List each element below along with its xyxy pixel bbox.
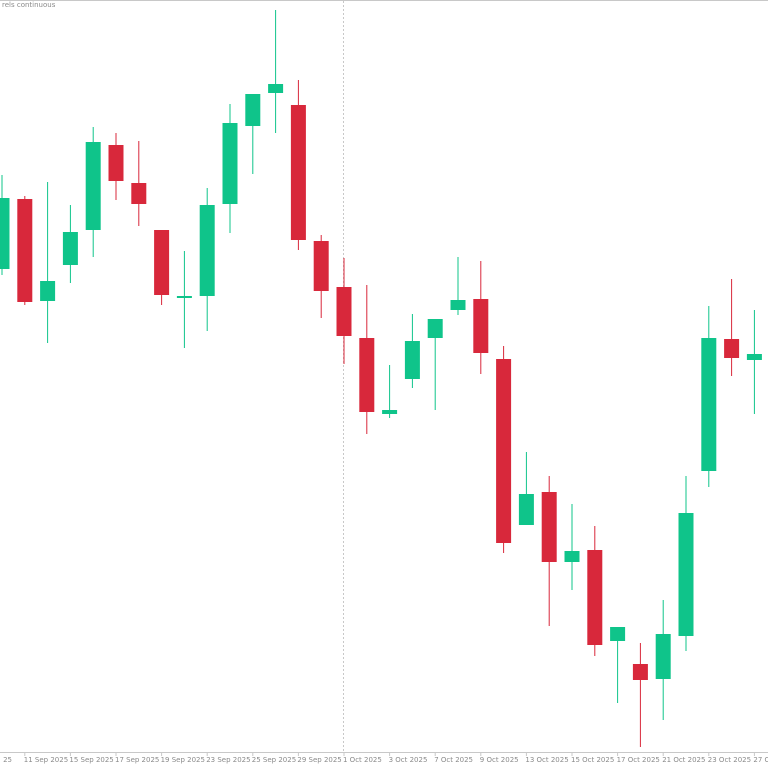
- x-tick-label: 11 Sep 2025: [24, 756, 68, 764]
- x-tick-label: 17 Oct 2025: [617, 756, 660, 764]
- candle-body: [17, 199, 33, 302]
- x-tick-label: 9 Oct 2025: [480, 756, 519, 764]
- candle-body: [610, 627, 626, 641]
- x-tick-label: 19 Sep 2025: [161, 756, 205, 764]
- x-tick-label: 25 Sep 2025: [252, 756, 296, 764]
- candle-body: [131, 183, 147, 204]
- x-tick-label: 13 Oct 2025: [525, 756, 568, 764]
- x-tick-label: 29 Sep 2025: [297, 756, 341, 764]
- candle-body: [564, 551, 580, 562]
- x-tick-label: 25: [3, 756, 12, 764]
- candle-body: [404, 341, 420, 379]
- candle-body: [85, 142, 101, 230]
- candle-body: [724, 339, 740, 358]
- candle-body: [290, 105, 306, 240]
- candle-body: [541, 492, 557, 562]
- candle-body: [40, 281, 56, 301]
- x-tick-label: 7 Oct 2025: [434, 756, 473, 764]
- x-tick-label: 3 Oct 2025: [389, 756, 428, 764]
- candle-body: [382, 410, 398, 414]
- candle-body: [678, 513, 694, 636]
- x-tick-label: 15 Oct 2025: [571, 756, 614, 764]
- x-tick-label: 27 O: [753, 756, 768, 764]
- candle-body: [701, 338, 717, 471]
- candle-body: [108, 145, 124, 181]
- x-tick-label: 17 Sep 2025: [115, 756, 159, 764]
- x-tick-label: 21 Oct 2025: [662, 756, 705, 764]
- candle-body: [154, 230, 170, 295]
- candle-body: [473, 299, 489, 353]
- candle-body: [359, 338, 375, 412]
- candle-body: [268, 84, 284, 93]
- candle-body: [176, 296, 192, 298]
- candle-body: [199, 205, 215, 296]
- candle-body: [746, 354, 762, 360]
- candle-body: [245, 94, 261, 126]
- x-tick-label: 23 Oct 2025: [708, 756, 751, 764]
- candle-body: [427, 319, 443, 338]
- candle-body: [62, 232, 78, 265]
- chart-title: rels continuous: [2, 1, 56, 9]
- candle-body: [222, 123, 238, 204]
- candle-body: [518, 494, 534, 525]
- candle-body: [313, 241, 329, 291]
- x-tick-label: 15 Sep 2025: [69, 756, 113, 764]
- candle-body: [587, 550, 603, 645]
- candle-body: [632, 664, 648, 680]
- candle-body: [0, 198, 10, 269]
- x-tick-label: 23 Sep 2025: [206, 756, 250, 764]
- candle-body: [450, 300, 466, 310]
- candle-body: [336, 287, 352, 336]
- candle-body: [496, 359, 512, 543]
- x-tick-label: 1 Oct 2025: [343, 756, 382, 764]
- candle-body: [655, 634, 671, 679]
